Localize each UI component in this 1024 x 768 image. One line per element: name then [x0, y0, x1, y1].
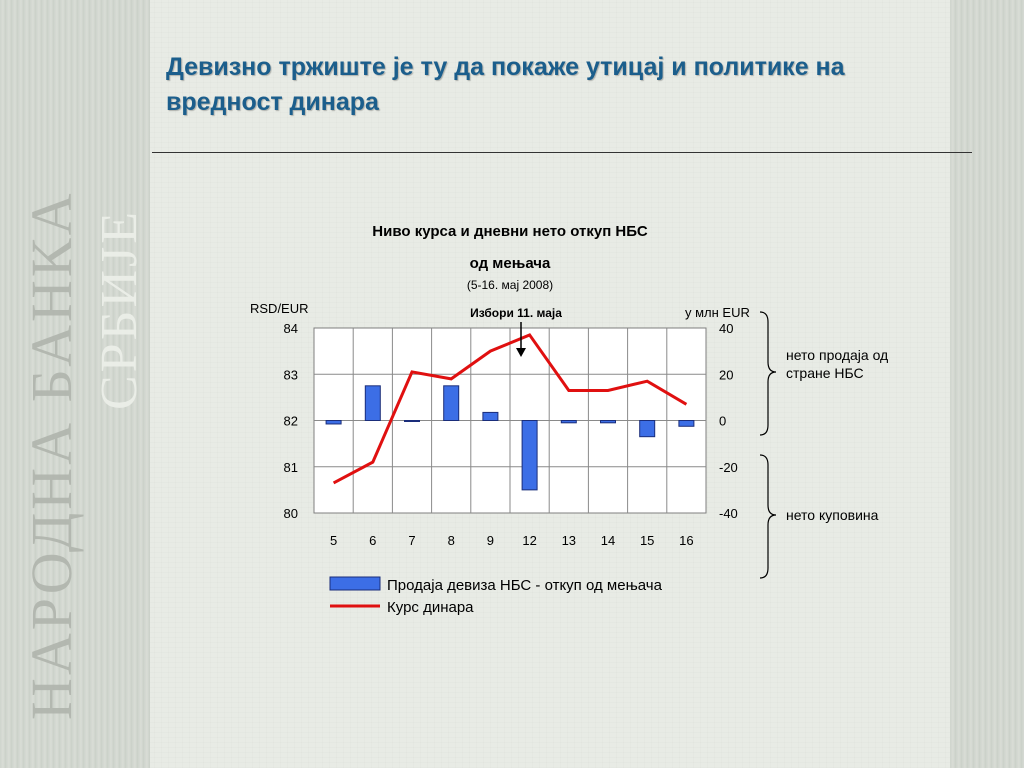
brace-upper — [759, 311, 777, 436]
left-watermark-band — [0, 0, 150, 768]
bar-6 — [364, 385, 381, 421]
x-tick-label: 8 — [448, 533, 455, 548]
event-label: Избори 11. маја — [470, 306, 562, 320]
y-left-tick-label: 81 — [284, 460, 298, 475]
bar-14 — [600, 420, 616, 424]
annotation-net-purchase: нето куповина — [786, 507, 879, 523]
legend-line-label: Курс динара — [387, 599, 474, 616]
bar-12 — [521, 420, 538, 491]
exchange-rate-line — [332, 333, 688, 485]
x-tick-label: 12 — [522, 533, 536, 548]
x-tick-label: 7 — [408, 533, 415, 548]
x-tick-label: 15 — [640, 533, 654, 548]
bar-15 — [639, 420, 656, 438]
bar-8 — [443, 385, 460, 421]
legend-bar-swatch — [329, 576, 381, 591]
x-tick-label: 16 — [679, 533, 693, 548]
event-arrow — [516, 322, 526, 357]
bar-7 — [404, 420, 420, 422]
y-right-tick-label: -20 — [719, 460, 738, 475]
brace-lower — [759, 454, 777, 579]
legend-bar-label: Продаја девиза НБС - откуп од мењача — [387, 577, 663, 594]
y-right-tick-label: -40 — [719, 506, 738, 521]
x-tick-label: 6 — [369, 533, 376, 548]
y-right-tick-label: 20 — [719, 367, 733, 382]
x-tick-label: 5 — [330, 533, 337, 548]
bar-5 — [325, 420, 342, 425]
bar-series — [325, 385, 695, 491]
axis-ticks: 5 6 7 8 9 12 13 14 15 16 84 83 82 81 80 40 20 0 -20 -40 — [284, 321, 738, 548]
y-right-tick-label: 40 — [719, 321, 733, 336]
legend: Продаја девиза НБС - откуп од мењача Кур… — [329, 576, 663, 616]
title-divider — [152, 152, 972, 153]
y-left-tick-label: 80 — [284, 506, 298, 521]
y-left-tick-label: 84 — [284, 321, 298, 336]
bar-9 — [482, 411, 499, 421]
right-axis-label: у млн EUR — [685, 305, 750, 320]
right-decor-band — [950, 0, 1024, 768]
chart-title-line1: Ниво курса и дневни нето откуп НБС — [372, 223, 648, 240]
bar-13 — [560, 420, 577, 424]
bar-16 — [678, 420, 695, 427]
y-left-tick-label: 82 — [284, 414, 298, 429]
left-axis-label: RSD/EUR — [250, 301, 309, 316]
chart-title-line2: од мењача — [470, 255, 551, 272]
y-left-tick-label: 83 — [284, 367, 298, 382]
y-right-tick-label: 0 — [719, 414, 726, 429]
x-tick-label: 9 — [487, 533, 494, 548]
x-tick-label: 14 — [601, 533, 615, 548]
slide-title: Девизно тржиште је ту да покаже утицај и… — [166, 53, 845, 116]
annotation-net-sales: нето продаја од стране НБС — [786, 347, 889, 381]
chart-subtitle: (5-16. мај 2008) — [467, 278, 553, 292]
x-tick-label: 13 — [562, 533, 576, 548]
